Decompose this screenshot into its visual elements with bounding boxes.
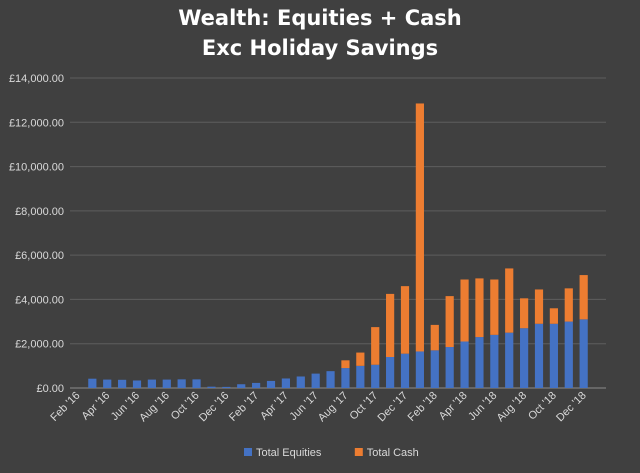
legend-swatch — [354, 448, 363, 456]
bar-equities — [222, 386, 231, 388]
bar-equities — [371, 364, 380, 388]
legend-label: Total Equities — [256, 447, 322, 459]
bar-equities — [490, 334, 499, 388]
bar-cash — [430, 324, 439, 351]
bar-cash — [341, 360, 350, 369]
x-tick-label: Apr '17 — [258, 390, 291, 423]
bar-cash — [579, 275, 588, 320]
bar-equities — [177, 379, 186, 388]
bar-equities — [505, 332, 514, 388]
bar-equities — [356, 365, 365, 388]
bar-equities — [88, 378, 97, 388]
bar-equities — [460, 341, 469, 388]
bar-cash — [505, 268, 514, 333]
y-axis-ticks: £0.00 £2,000.00 £4,000.00 £6,000.00 £8,000.0… — [9, 73, 64, 395]
y-tick-label: £12,000.00 — [9, 117, 64, 129]
y-tick-label: £10,000.00 — [9, 162, 64, 174]
bar-cash — [415, 103, 424, 352]
bar-equities — [162, 379, 171, 388]
bar-equities — [549, 323, 558, 388]
bar-cash — [564, 288, 573, 322]
y-tick-label: £4,000.00 — [15, 294, 64, 306]
bars — [88, 103, 588, 388]
x-tick-label: Jun '18 — [466, 390, 499, 423]
x-tick-label: Feb '17 — [227, 390, 261, 424]
bar-equities — [132, 380, 142, 388]
legend-swatch — [244, 448, 252, 456]
bar-cash — [475, 278, 484, 338]
bar-cash — [356, 352, 365, 366]
legend-label: Total Cash — [367, 447, 419, 459]
y-tick-label: £2,000.00 — [15, 339, 64, 351]
bar-equities — [400, 353, 410, 388]
bar-cash — [445, 296, 454, 348]
y-tick-label: £8,000.00 — [15, 206, 64, 218]
bar-cash — [460, 279, 469, 342]
bar-equities — [564, 321, 573, 388]
x-tick-label: Oct '18 — [526, 390, 559, 423]
bar-equities — [430, 350, 439, 388]
bar-cash — [400, 286, 410, 354]
chart-subtitle: Exc Holiday Savings — [201, 36, 439, 60]
x-tick-label: Oct '16 — [169, 390, 202, 423]
bar-equities — [579, 319, 588, 388]
bar-equities — [341, 368, 350, 388]
bar-equities — [103, 379, 112, 388]
bar-equities — [237, 384, 246, 388]
x-tick-label: Dec '16 — [197, 390, 232, 425]
chart-title: Wealth: Equities + Cash — [178, 6, 462, 30]
x-tick-label: Oct '17 — [347, 390, 380, 423]
bar-cash — [371, 327, 380, 365]
legend: Total Equities Total Cash — [244, 447, 419, 459]
bar-equities — [118, 379, 127, 388]
x-tick-label: Apr '16 — [79, 390, 112, 423]
bar-cash — [549, 308, 558, 324]
y-tick-label: £0.00 — [36, 383, 64, 395]
bar-equities — [475, 337, 484, 388]
x-tick-label: Feb '18 — [406, 390, 440, 424]
bar-cash — [386, 293, 395, 357]
bar-equities — [192, 379, 201, 388]
bar-equities — [147, 379, 156, 388]
x-tick-label: Dec '18 — [554, 390, 589, 425]
bar-equities — [266, 380, 276, 388]
bar-cash — [490, 279, 499, 335]
x-tick-label: Aug '18 — [495, 390, 530, 425]
bar-equities — [415, 351, 424, 388]
x-tick-label: Aug '17 — [316, 390, 351, 425]
bar-equities — [534, 323, 544, 388]
bar-equities — [207, 386, 216, 388]
bar-equities — [252, 382, 261, 388]
bar-equities — [281, 378, 290, 388]
grid-lines — [70, 77, 606, 389]
x-tick-label: Dec '17 — [376, 390, 411, 425]
bar-equities — [445, 347, 454, 388]
bar-equities — [311, 373, 320, 388]
x-tick-label: Apr '18 — [437, 390, 470, 423]
bar-cash — [520, 298, 529, 329]
y-tick-label: £14,000.00 — [9, 73, 64, 85]
bar-cash — [534, 289, 544, 324]
bar-equities — [386, 357, 395, 388]
x-tick-label: Jun '16 — [109, 390, 142, 423]
bar-equities — [520, 328, 529, 388]
bar-equities — [326, 371, 335, 388]
x-tick-label: Aug '16 — [137, 390, 172, 425]
y-tick-label: £6,000.00 — [15, 250, 64, 262]
x-tick-label: Jun '17 — [287, 390, 320, 423]
bar-equities — [296, 376, 305, 388]
